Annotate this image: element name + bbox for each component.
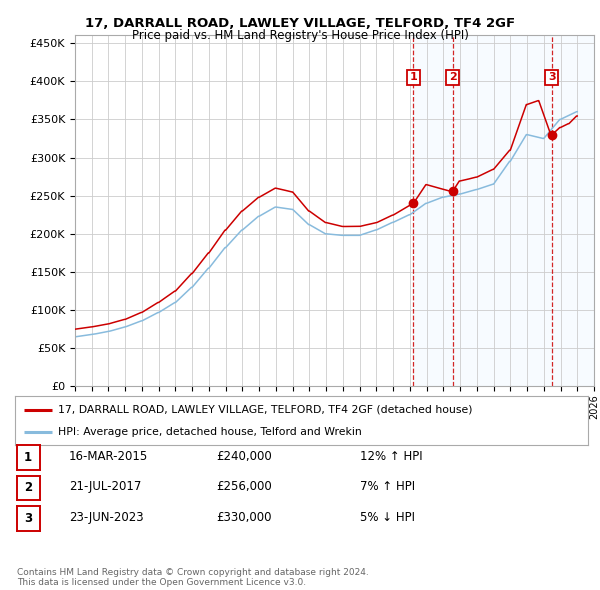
Text: 2: 2 xyxy=(449,73,457,83)
Text: £256,000: £256,000 xyxy=(216,480,272,493)
Text: 16-MAR-2015: 16-MAR-2015 xyxy=(69,450,148,463)
Text: 1: 1 xyxy=(24,451,32,464)
Text: 12% ↑ HPI: 12% ↑ HPI xyxy=(360,450,422,463)
Text: 3: 3 xyxy=(548,73,556,83)
Text: 5% ↓ HPI: 5% ↓ HPI xyxy=(360,511,415,524)
Text: 2: 2 xyxy=(24,481,32,494)
Text: 23-JUN-2023: 23-JUN-2023 xyxy=(69,511,143,524)
Text: HPI: Average price, detached house, Telford and Wrekin: HPI: Average price, detached house, Telf… xyxy=(58,427,362,437)
Text: 17, DARRALL ROAD, LAWLEY VILLAGE, TELFORD, TF4 2GF (detached house): 17, DARRALL ROAD, LAWLEY VILLAGE, TELFOR… xyxy=(58,405,472,415)
Bar xyxy=(452,35,551,386)
Text: Contains HM Land Registry data © Crown copyright and database right 2024.
This d: Contains HM Land Registry data © Crown c… xyxy=(17,568,368,587)
Text: 3: 3 xyxy=(24,512,32,525)
Text: £330,000: £330,000 xyxy=(216,511,271,524)
Text: 1: 1 xyxy=(409,73,417,83)
Bar xyxy=(413,35,452,386)
Text: Price paid vs. HM Land Registry's House Price Index (HPI): Price paid vs. HM Land Registry's House … xyxy=(131,29,469,42)
Text: 7% ↑ HPI: 7% ↑ HPI xyxy=(360,480,415,493)
Text: 17, DARRALL ROAD, LAWLEY VILLAGE, TELFORD, TF4 2GF: 17, DARRALL ROAD, LAWLEY VILLAGE, TELFOR… xyxy=(85,17,515,30)
Bar xyxy=(551,35,594,386)
Text: £240,000: £240,000 xyxy=(216,450,272,463)
Text: 21-JUL-2017: 21-JUL-2017 xyxy=(69,480,142,493)
